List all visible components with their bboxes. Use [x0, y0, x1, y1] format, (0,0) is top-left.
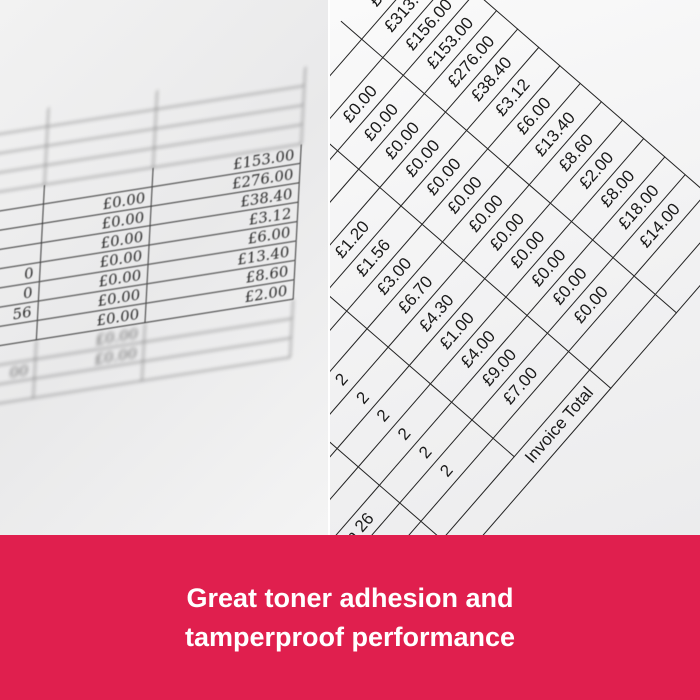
blurred-spreadsheet-photo: £153.00 £0.00 £276.00 £0.00 £38.40 £0.00 £3.12…: [0, 0, 328, 535]
divider: [328, 0, 330, 535]
table-cell: [0, 379, 35, 410]
caption-banner: Great toner adhesion and tamperproof per…: [0, 535, 700, 700]
invoice-table: £264.£313.60£0.00£156.00£0.00£153.00£0.0…: [330, 0, 700, 535]
blurred-table: £153.00 £0.00 £276.00 £0.00 £38.40 £0.00 £3.12…: [0, 66, 306, 411]
caption-line-1: Great toner adhesion and: [186, 582, 514, 613]
caption-line-2: tamperproof performance: [184, 621, 516, 652]
sharp-spreadsheet-photo: £264.£313.60£0.00£156.00£0.00£153.00£0.0…: [330, 0, 700, 535]
